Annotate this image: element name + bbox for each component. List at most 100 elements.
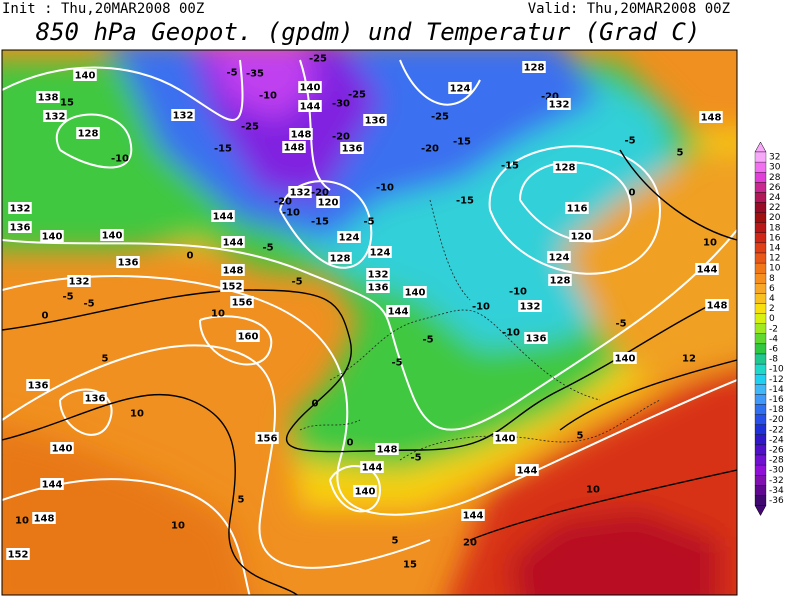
contour-label: -10 (502, 328, 520, 339)
contour-label: 140 (102, 231, 123, 242)
contour-label: 128 (78, 129, 99, 140)
colorbar-box (754, 414, 767, 425)
contour-label: 10 (211, 309, 225, 320)
contour-label: -25 (241, 122, 259, 133)
colorbar-bottom-arrow (754, 505, 767, 517)
colorbar-box (754, 303, 767, 314)
label-bg (547, 98, 571, 110)
colorbar-label: -22 (769, 425, 784, 435)
colorbar-label: 4 (769, 294, 775, 304)
contour-label: 148 (377, 445, 398, 456)
label-bg (353, 485, 377, 497)
colorbar-label: 22 (769, 203, 780, 213)
contour-label: 144 (362, 463, 383, 474)
coastlines (299, 199, 661, 461)
map-frame (1, 49, 738, 596)
contour-label: 132 (549, 100, 570, 111)
colorbar-box (754, 434, 767, 446)
label-bg (328, 252, 352, 264)
contour-label: 120 (318, 198, 339, 209)
colorbar-box (754, 374, 767, 385)
label-bg (705, 299, 729, 311)
colorbar-box (754, 394, 767, 405)
label-bg (298, 81, 322, 93)
contour-label: -10 (259, 91, 277, 102)
contour-label: -15 (311, 217, 329, 228)
label-bg (289, 128, 313, 140)
colorbar-box (754, 151, 767, 163)
contour-label: 128 (330, 254, 351, 265)
contour-label: -20 (421, 144, 439, 155)
contour-label: -5 (410, 453, 421, 464)
contour-label: -10 (472, 302, 490, 313)
colorbar-label: -32 (769, 476, 784, 486)
contour-label: -25 (431, 112, 449, 123)
label-bg (337, 231, 361, 243)
colorbar-label: -18 (769, 405, 784, 415)
colorbar-label: 32 (769, 153, 780, 163)
contour-label: 132 (10, 204, 31, 215)
label-bg (515, 464, 539, 476)
valid-time: Valid: Thu,20MAR2008 00Z (528, 1, 730, 17)
contour-label: 140 (615, 354, 636, 365)
colorbar-box (754, 172, 767, 183)
contour-label: 140 (42, 232, 63, 243)
colorbar-box (754, 202, 767, 213)
colorbar-box (754, 313, 767, 324)
colorbar-label: 28 (769, 173, 781, 183)
contour-label: 124 (549, 253, 570, 264)
label-bg (316, 196, 340, 208)
contour-label: -5 (262, 243, 273, 254)
contour-label: 144 (42, 480, 63, 491)
colorbar-label: 14 (769, 243, 781, 253)
contour-label: 156 (257, 434, 278, 445)
colorbar-label: 8 (769, 274, 775, 284)
contour-label: 148 (284, 143, 305, 154)
label-bg (569, 230, 593, 242)
colorbar-box (754, 353, 767, 365)
contour-label: 144 (388, 307, 409, 318)
label-bg (73, 69, 97, 81)
contour-label: 144 (517, 466, 538, 477)
colorbar-label: -26 (769, 445, 784, 455)
contour-label: -15 (453, 137, 471, 148)
label-bg (100, 229, 124, 241)
contour-label: 136 (118, 258, 139, 269)
contour-label: 10 (15, 516, 29, 527)
contour-label: -5 (391, 358, 402, 369)
contour-label: 10 (703, 238, 717, 249)
colorbar-box (754, 384, 767, 395)
label-bg (32, 512, 56, 524)
contour-label: 10 (586, 485, 600, 496)
colorbar-label: 0 (769, 314, 775, 324)
colorbar-box (754, 293, 767, 304)
contour-label: -35 (246, 69, 264, 80)
contour-label: 140 (75, 71, 96, 82)
contour-label: -15 (501, 161, 519, 172)
contour-label: 5 (577, 431, 584, 442)
label-bg (43, 110, 67, 122)
colorbar-box (754, 161, 767, 173)
contour-label: -5 (363, 217, 374, 228)
contour-label: 128 (524, 63, 545, 74)
colorbar-box (754, 273, 767, 284)
contour-label: 140 (300, 83, 321, 94)
label-bg (8, 202, 32, 214)
label-bg (363, 114, 387, 126)
colorbar-label: -2 (769, 324, 778, 334)
label-bg (76, 127, 100, 139)
contour-label: 128 (550, 276, 571, 287)
contour-label: -5 (291, 277, 302, 288)
contour-label: 132 (69, 277, 90, 288)
colorbar-label: -36 (769, 496, 784, 506)
colorbar-label: -6 (769, 344, 778, 354)
contour-label: -5 (624, 136, 635, 147)
contour-label: 0 (629, 188, 636, 199)
colorbar-box (754, 485, 767, 496)
colorbar-box (754, 363, 767, 375)
label-bg (461, 509, 485, 521)
label-bg (298, 100, 322, 112)
label-bg (221, 236, 245, 248)
